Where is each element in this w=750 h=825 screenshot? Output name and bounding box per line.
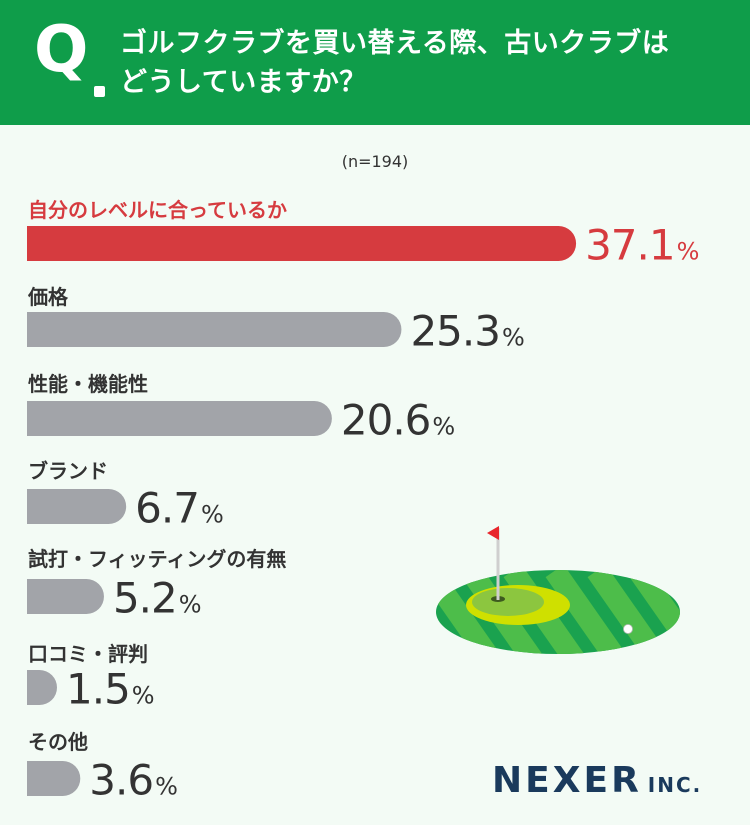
category-label-6: その他 xyxy=(28,730,88,754)
bar-5 xyxy=(27,670,57,705)
q-mark: Q xyxy=(34,13,89,87)
value-label-5: 1.5% xyxy=(66,665,155,714)
value-label-4: 5.2% xyxy=(113,574,202,623)
category-label-3: ブランド xyxy=(28,459,108,483)
value-label-1: 25.3% xyxy=(410,307,524,356)
value-label-0: 37.1% xyxy=(585,221,699,270)
question-text: ゴルフクラブを買い替える際、古いクラブは どうしていますか？ xyxy=(120,24,730,102)
bar-2 xyxy=(27,401,332,436)
bar-6 xyxy=(27,761,81,796)
value-label-2: 20.6% xyxy=(341,396,455,445)
question-line-2: どうしていますか？ xyxy=(120,67,367,98)
bar-3 xyxy=(27,489,127,524)
q-dot xyxy=(94,86,105,97)
bar-4 xyxy=(27,579,104,614)
golf-green-flag-icon xyxy=(436,526,680,654)
value-label-3: 6.7% xyxy=(135,484,224,533)
category-label-5: 口コミ・評判 xyxy=(28,642,148,666)
category-label-4: 試打・フィッティングの有無 xyxy=(28,547,287,571)
question-header: Q ゴルフクラブを買い替える際、古いクラブは どうしていますか？ xyxy=(0,0,750,125)
question-line-1: ゴルフクラブを買い替える際、古いクラブは xyxy=(120,28,670,59)
bar-0 xyxy=(27,226,577,261)
logo-sub: INC. xyxy=(647,773,703,797)
nexer-logo: NEXER INC. xyxy=(492,760,702,801)
category-label-2: 性能・機能性 xyxy=(28,372,148,396)
sample-size: (n=194) xyxy=(341,152,409,171)
logo-main: NEXER xyxy=(492,760,642,801)
value-label-6: 3.6% xyxy=(89,756,178,805)
category-label-0: 自分のレベルに合っているか xyxy=(28,198,287,222)
category-label-1: 価格 xyxy=(28,285,68,309)
bar-1 xyxy=(27,312,402,347)
